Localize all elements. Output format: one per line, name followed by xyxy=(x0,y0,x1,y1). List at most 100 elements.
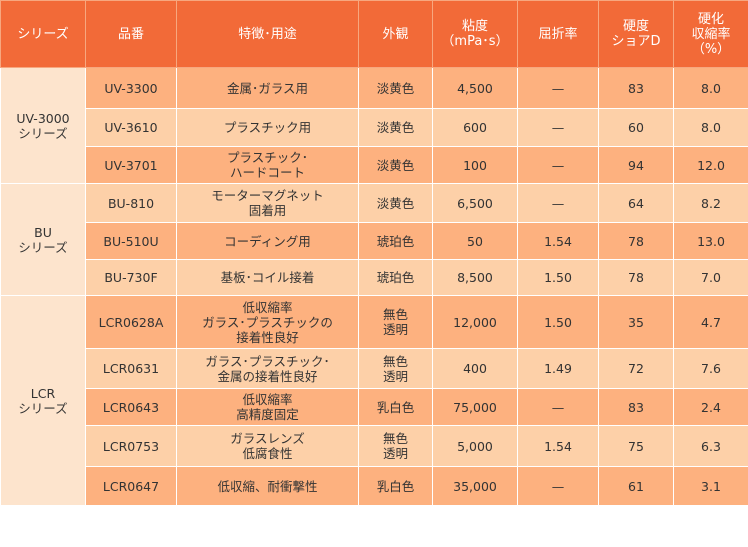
appearance-cell: 淡黄色 xyxy=(358,67,433,109)
feature-cell: モーターマグネット 固着用 xyxy=(176,183,359,223)
header-product: 品番 xyxy=(85,0,177,68)
hardness-cell: 35 xyxy=(598,295,674,349)
refractive-cell: 1.54 xyxy=(517,425,599,467)
table-row: LCR0643 低収縮率 高精度固定 乳白色 75,000 — 83 2.4 xyxy=(1,388,748,426)
feature-cell: コーディング用 xyxy=(176,222,359,260)
header-viscosity: 粘度 （mPa･s） xyxy=(432,0,518,68)
appearance-cell: 無色 透明 xyxy=(358,348,433,389)
table-row: LCR0647 低収縮、耐衝撃性 乳白色 35,000 — 61 3.1 xyxy=(1,466,748,506)
viscosity-cell: 8,500 xyxy=(432,259,518,296)
viscosity-cell: 6,500 xyxy=(432,183,518,223)
refractive-cell: 1.49 xyxy=(517,348,599,389)
feature-cell: 基板･コイル接着 xyxy=(176,259,359,296)
appearance-cell: 乳白色 xyxy=(358,466,433,506)
refractive-cell: — xyxy=(517,67,599,109)
appearance-cell: 無色 透明 xyxy=(358,425,433,467)
table-row: LCR0753 ガラスレンズ 低腐食性 無色 透明 5,000 1.54 75 … xyxy=(1,425,748,467)
appearance-cell: 乳白色 xyxy=(358,388,433,426)
appearance-cell: 淡黄色 xyxy=(358,146,433,184)
shrinkage-cell: 8.0 xyxy=(673,67,748,109)
feature-cell: 低収縮率 ガラス･プラスチックの 接着性良好 xyxy=(176,295,359,349)
hardness-cell: 83 xyxy=(598,67,674,109)
appearance-cell: 淡黄色 xyxy=(358,108,433,147)
hardness-cell: 78 xyxy=(598,259,674,296)
table-row: UV-3610 プラスチック用 淡黄色 600 — 60 8.0 xyxy=(1,108,748,147)
shrinkage-cell: 7.6 xyxy=(673,348,748,389)
product-cell: LCR0631 xyxy=(85,348,177,389)
product-cell: LCR0753 xyxy=(85,425,177,467)
shrinkage-cell: 4.7 xyxy=(673,295,748,349)
appearance-cell: 淡黄色 xyxy=(358,183,433,223)
refractive-cell: — xyxy=(517,146,599,184)
product-cell: UV-3300 xyxy=(85,67,177,109)
feature-cell: ガラス･プラスチック･ 金属の接着性良好 xyxy=(176,348,359,389)
series-cell: LCR シリーズ xyxy=(0,295,86,506)
product-spec-table: シリーズ 品番 特徴･用途 外観 粘度 （mPa･s） 屈折率 硬度 ショアD … xyxy=(0,0,748,506)
series-cell: BU シリーズ xyxy=(0,183,86,296)
viscosity-cell: 75,000 xyxy=(432,388,518,426)
refractive-cell: — xyxy=(517,108,599,147)
appearance-cell: 無色 透明 xyxy=(358,295,433,349)
viscosity-cell: 50 xyxy=(432,222,518,260)
feature-cell: プラスチック用 xyxy=(176,108,359,147)
series-cell: UV-3000 シリーズ xyxy=(0,67,86,184)
product-cell: UV-3701 xyxy=(85,146,177,184)
product-cell: BU-810 xyxy=(85,183,177,223)
shrinkage-cell: 12.0 xyxy=(673,146,748,184)
hardness-cell: 83 xyxy=(598,388,674,426)
table-row: LCR0631 ガラス･プラスチック･ 金属の接着性良好 無色 透明 400 1… xyxy=(1,348,748,389)
hardness-cell: 72 xyxy=(598,348,674,389)
viscosity-cell: 35,000 xyxy=(432,466,518,506)
refractive-cell: 1.50 xyxy=(517,259,599,296)
table-row: BU-510U コーディング用 琥珀色 50 1.54 78 13.0 xyxy=(1,222,748,260)
header-feature: 特徴･用途 xyxy=(176,0,359,68)
refractive-cell: — xyxy=(517,183,599,223)
product-cell: LCR0643 xyxy=(85,388,177,426)
hardness-cell: 64 xyxy=(598,183,674,223)
table-row: UV-3701 プラスチック･ ハードコート 淡黄色 100 — 94 12.0 xyxy=(1,146,748,184)
header-refractive-index: 屈折率 xyxy=(517,0,599,68)
product-cell: LCR0628A xyxy=(85,295,177,349)
shrinkage-cell: 8.0 xyxy=(673,108,748,147)
refractive-cell: 1.54 xyxy=(517,222,599,260)
refractive-cell: — xyxy=(517,466,599,506)
shrinkage-cell: 8.2 xyxy=(673,183,748,223)
feature-cell: 低収縮率 高精度固定 xyxy=(176,388,359,426)
product-cell: BU-510U xyxy=(85,222,177,260)
header-shrinkage: 硬化 収縮率 （%） xyxy=(673,0,748,68)
viscosity-cell: 12,000 xyxy=(432,295,518,349)
table-row: LCR シリーズ LCR0628A 低収縮率 ガラス･プラスチックの 接着性良好… xyxy=(0,295,748,506)
viscosity-cell: 400 xyxy=(432,348,518,389)
product-cell: UV-3610 xyxy=(85,108,177,147)
hardness-cell: 60 xyxy=(598,108,674,147)
shrinkage-cell: 6.3 xyxy=(673,425,748,467)
viscosity-cell: 4,500 xyxy=(432,67,518,109)
table-row: UV-3000 シリーズ UV-3300 金属･ガラス用 淡黄色 4,500 —… xyxy=(0,67,748,184)
header-series: シリーズ xyxy=(0,0,86,68)
table-header-row: シリーズ 品番 特徴･用途 外観 粘度 （mPa･s） 屈折率 硬度 ショアD … xyxy=(0,0,748,68)
refractive-cell: 1.50 xyxy=(517,295,599,349)
appearance-cell: 琥珀色 xyxy=(358,259,433,296)
hardness-cell: 94 xyxy=(598,146,674,184)
hardness-cell: 75 xyxy=(598,425,674,467)
feature-cell: ガラスレンズ 低腐食性 xyxy=(176,425,359,467)
appearance-cell: 琥珀色 xyxy=(358,222,433,260)
viscosity-cell: 100 xyxy=(432,146,518,184)
product-cell: BU-730F xyxy=(85,259,177,296)
header-hardness: 硬度 ショアD xyxy=(598,0,674,68)
viscosity-cell: 5,000 xyxy=(432,425,518,467)
feature-cell: 金属･ガラス用 xyxy=(176,67,359,109)
shrinkage-cell: 13.0 xyxy=(673,222,748,260)
viscosity-cell: 600 xyxy=(432,108,518,147)
hardness-cell: 61 xyxy=(598,466,674,506)
shrinkage-cell: 2.4 xyxy=(673,388,748,426)
hardness-cell: 78 xyxy=(598,222,674,260)
shrinkage-cell: 3.1 xyxy=(673,466,748,506)
product-cell: LCR0647 xyxy=(85,466,177,506)
header-appearance: 外観 xyxy=(358,0,433,68)
feature-cell: プラスチック･ ハードコート xyxy=(176,146,359,184)
feature-cell: 低収縮、耐衝撃性 xyxy=(176,466,359,506)
refractive-cell: — xyxy=(517,388,599,426)
table-row: BU シリーズ BU-810 モーターマグネット 固着用 淡黄色 6,500 —… xyxy=(0,183,748,296)
shrinkage-cell: 7.0 xyxy=(673,259,748,296)
